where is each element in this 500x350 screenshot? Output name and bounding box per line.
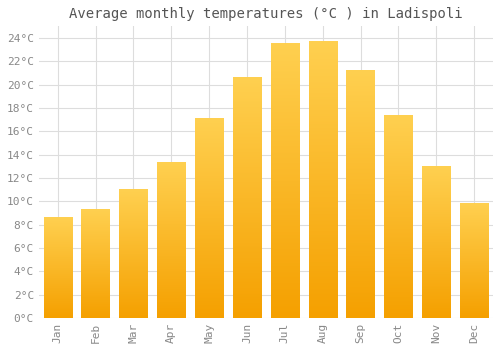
Title: Average monthly temperatures (°C ) in Ladispoli: Average monthly temperatures (°C ) in La…: [69, 7, 462, 21]
Bar: [119, 190, 148, 318]
Bar: [82, 209, 110, 318]
Bar: [157, 163, 186, 318]
Bar: [384, 115, 412, 318]
Bar: [195, 118, 224, 318]
Bar: [233, 78, 261, 318]
Bar: [308, 41, 337, 318]
Bar: [460, 204, 488, 318]
Bar: [346, 71, 375, 318]
Bar: [422, 166, 450, 318]
Bar: [44, 218, 72, 318]
Bar: [270, 44, 299, 318]
